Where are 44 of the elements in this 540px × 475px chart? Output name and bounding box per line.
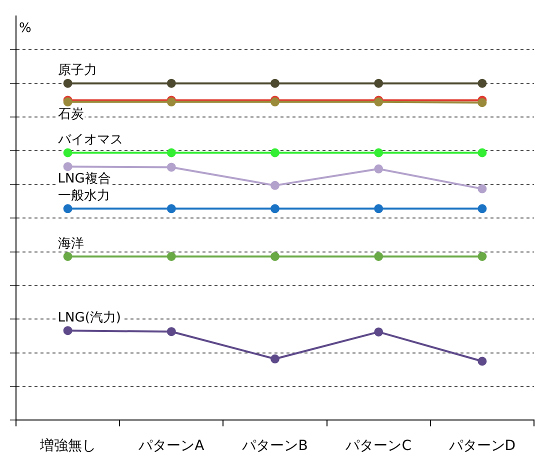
point (270, 148, 280, 158)
point (166, 162, 176, 172)
x-tick-label: 増強無し (38, 437, 96, 454)
point (478, 148, 487, 158)
point (374, 164, 384, 174)
point (166, 252, 176, 261)
x-tick-label: パターンD (448, 438, 516, 454)
point (63, 148, 72, 158)
point (270, 252, 280, 261)
point (478, 98, 487, 108)
point (63, 252, 72, 261)
point (63, 326, 72, 336)
point (166, 204, 176, 214)
series-label: 原子力 (58, 63, 97, 78)
point (374, 327, 384, 336)
point (166, 148, 176, 158)
y-axis-title: % (19, 20, 32, 36)
point (63, 78, 72, 88)
point (63, 162, 72, 172)
series-label: 海洋 (58, 236, 84, 252)
point (63, 204, 72, 214)
series-label: 一般水力 (58, 188, 110, 204)
point (374, 78, 384, 88)
point (478, 184, 487, 194)
series-label: 石炭 (58, 106, 84, 122)
x-tick-label: パターンB (241, 438, 308, 454)
point (374, 252, 384, 261)
point (270, 180, 280, 190)
point (270, 204, 280, 214)
x-tick-label: パターンC (344, 438, 412, 454)
point (270, 354, 280, 364)
point (478, 204, 487, 214)
point (270, 78, 280, 88)
point (478, 78, 487, 88)
series-label: バイオマス (56, 132, 123, 148)
point (166, 78, 176, 88)
point (478, 356, 487, 366)
series-label: LNG複合 (58, 171, 111, 186)
x-tick-label: パターンA (138, 438, 205, 454)
series-label: LNG(汽力) (58, 310, 121, 326)
point (478, 252, 487, 261)
point (374, 204, 384, 214)
point (374, 148, 384, 158)
point (166, 327, 176, 336)
